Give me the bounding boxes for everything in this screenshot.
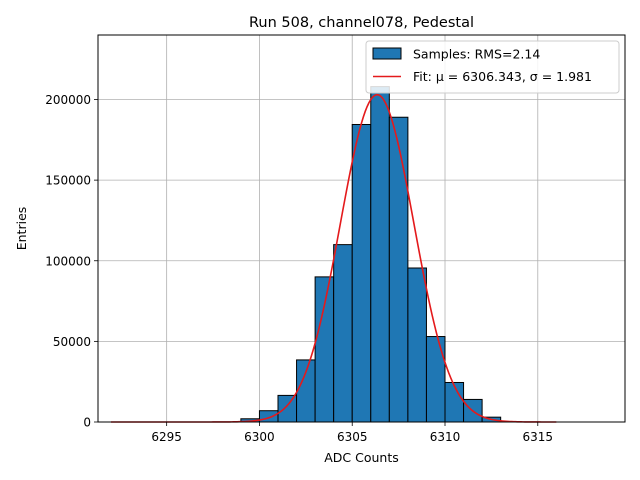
legend-swatch-samples: [372, 47, 402, 60]
x-axis-label: ADC Counts: [324, 450, 399, 465]
x-tick-label: 6300: [244, 430, 275, 444]
x-axis-ticks: 6295 6300 6305 6310 6315: [151, 422, 553, 444]
y-tick-label: 0: [83, 416, 91, 430]
legend-label-samples: Samples: RMS=2.14: [413, 47, 540, 62]
legend: Samples: RMS=2.14 Fit: μ = 6306.343, σ =…: [365, 40, 620, 94]
chart-title: Run 508, channel078, Pedestal: [249, 15, 474, 31]
y-axis-ticks: 0 50000 100000 150000 200000: [45, 93, 98, 430]
legend-label-fit: Fit: μ = 6306.343, σ = 1.981: [413, 69, 592, 84]
histogram-bar: [277, 394, 298, 423]
histogram-bar: [296, 359, 316, 423]
histogram-bar: [314, 276, 335, 423]
x-tick-label: 6315: [523, 430, 554, 444]
x-tick-label: 6305: [337, 430, 368, 444]
histogram-bar: [388, 116, 409, 423]
y-tick-label: 50000: [53, 335, 91, 349]
histogram-bars: [240, 86, 502, 423]
plot-frame: [97, 34, 626, 423]
x-tick-label: 6310: [430, 430, 461, 444]
y-tick-label: 150000: [45, 174, 91, 188]
histogram-bar: [425, 336, 446, 423]
y-tick-label: 100000: [45, 254, 91, 268]
y-axis-label: Entries: [14, 207, 29, 251]
histogram-bar: [444, 381, 465, 423]
histogram-bar: [333, 244, 353, 423]
histogram-bar: [370, 86, 390, 423]
legend-box: [365, 40, 620, 94]
y-tick-label: 200000: [45, 93, 91, 107]
histogram-bar: [407, 267, 427, 423]
x-tick-label: 6295: [151, 430, 182, 444]
histogram-bar: [351, 123, 372, 423]
